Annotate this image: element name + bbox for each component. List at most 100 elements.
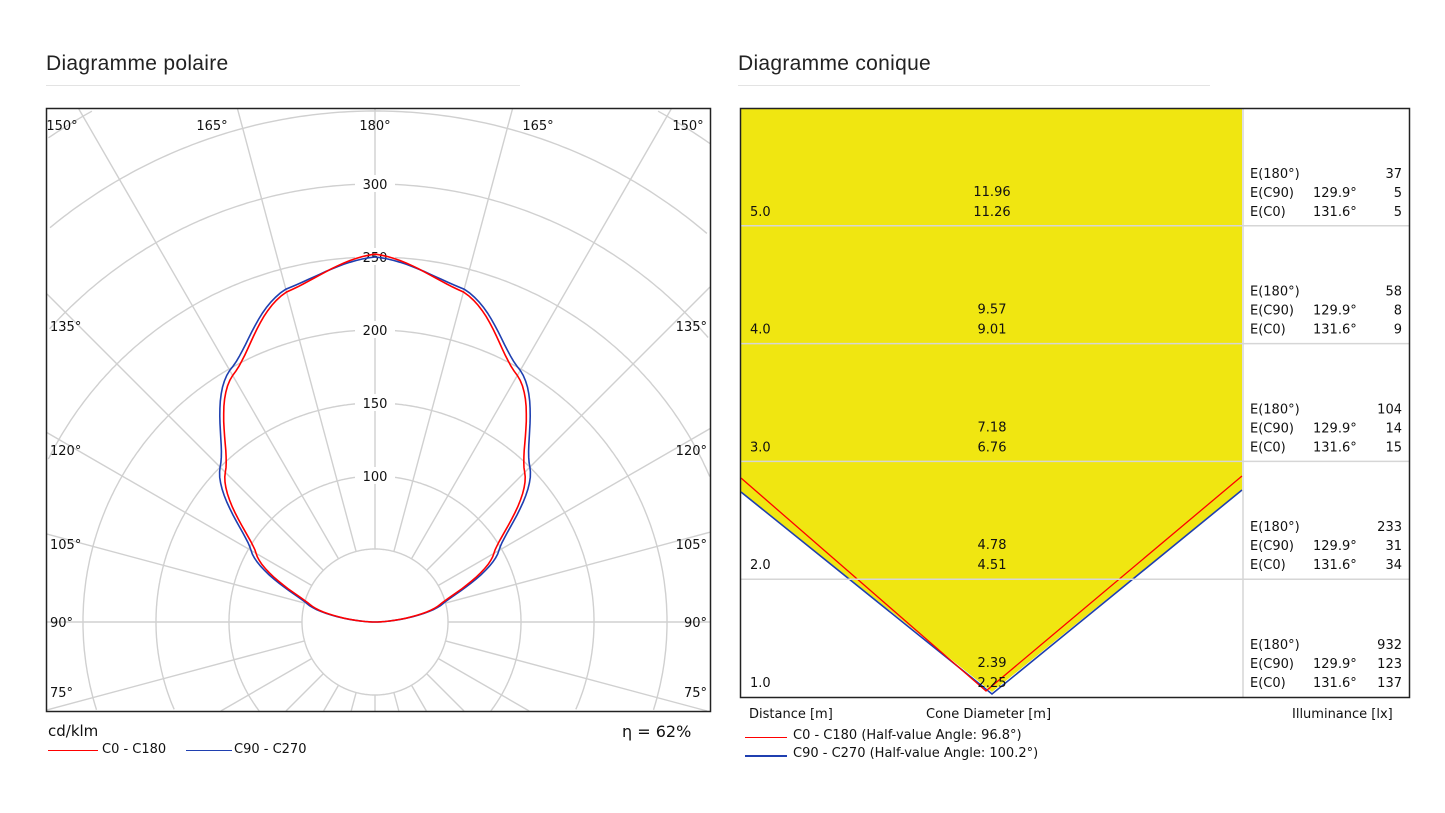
polar-grid-radial (46, 640, 305, 711)
polar-grid-radial (437, 427, 711, 587)
polar-grid-circle (375, 475, 522, 712)
illuminance-label: E(C90) (1250, 186, 1294, 201)
cone-xlabel-distance: Distance [m] (749, 707, 833, 722)
polar-radial-tick: 100 (363, 470, 388, 485)
tick-bg (355, 394, 395, 411)
illuminance-angle: 131.6° (1313, 676, 1357, 691)
illuminance-value: 233 (1377, 520, 1402, 535)
polar-grid-radial (445, 640, 708, 712)
polar-angle-label: 165° (196, 119, 227, 134)
cone-frame (739, 107, 1411, 699)
polar-frame (45, 107, 712, 713)
polar-angle-label: 165° (522, 119, 553, 134)
illuminance-label: E(180°) (1250, 167, 1300, 182)
polar-grid-radial (350, 692, 357, 712)
legend-label: C0 - C180 (102, 742, 167, 757)
polar-grid-circle (228, 475, 375, 712)
cone-diameter-c90: 7.18 (978, 420, 1007, 435)
cone-xlabel-diameter: Cone Diameter [m] (926, 707, 1052, 722)
tick-bg (355, 467, 395, 484)
polar-grid-radial (445, 531, 711, 604)
tick-bg (355, 321, 395, 338)
polar-angle-label: 120° (50, 444, 81, 459)
polar-title: Diagramme polaire (46, 52, 229, 75)
illuminance-value: 31 (1385, 539, 1402, 554)
illuminance-label: E(C0) (1250, 440, 1286, 455)
polar-grid-circle (375, 402, 595, 710)
illuminance-label: E(C0) (1250, 676, 1286, 691)
illuminance-angle: 129.9° (1313, 304, 1357, 319)
illuminance-value: 137 (1377, 676, 1402, 691)
legend-line-red (745, 737, 787, 738)
polar-grid-radial (410, 684, 427, 712)
cone-line-c90-c270 (740, 489, 1243, 696)
polar-grid-circle (49, 110, 375, 229)
polar-radial-tick: 300 (363, 178, 388, 193)
cone-diameter-c90: 11.96 (973, 185, 1010, 200)
polar-angle-label: 135° (50, 320, 81, 335)
legend-line-blue (186, 750, 232, 751)
cone-diameter-c90: 2.39 (978, 656, 1007, 671)
illuminance-value: 58 (1385, 285, 1402, 300)
cone-title: Diagramme conique (738, 52, 932, 75)
polar-angle-label: 90° (684, 616, 707, 631)
polar-angle-label: 180° (359, 119, 390, 134)
illuminance-label: E(C0) (1250, 205, 1286, 220)
illuminance-label: E(C90) (1250, 657, 1294, 672)
illuminance-angle: 131.6° (1313, 323, 1357, 338)
polar-grid-radial (393, 108, 514, 552)
polar-angle-label: 135° (676, 320, 707, 335)
cone-xlabel-illuminance: Illuminance [lx] (1292, 707, 1393, 722)
cone-line-c0-c180 (740, 475, 1243, 692)
polar-grid-radial (410, 108, 672, 560)
cone-distance-label: 3.0 (750, 440, 771, 455)
illuminance-label: E(C90) (1250, 421, 1294, 436)
illuminance-value: 9 (1394, 323, 1402, 338)
polar-angle-label: 150° (672, 119, 703, 134)
polar-angle-label: 150° (46, 119, 77, 134)
cone-fill (741, 108, 1242, 692)
illuminance-value: 8 (1394, 304, 1402, 319)
polar-grid-radial (393, 692, 400, 712)
illuminance-angle: 131.6° (1313, 440, 1357, 455)
polar-curve-c0-c180 (222, 253, 528, 623)
illuminance-value: 37 (1385, 167, 1402, 182)
illuminance-label: E(C90) (1250, 539, 1294, 554)
legend-label: C90 - C270 (Half-value Angle: 100.2°) (793, 746, 1039, 761)
illuminance-angle: 129.9° (1313, 657, 1357, 672)
illuminance-angle: 131.6° (1313, 205, 1357, 220)
cone-title-divider (738, 85, 1210, 86)
illuminance-value: 104 (1377, 402, 1402, 417)
illuminance-angle: 129.9° (1313, 539, 1357, 554)
legend-label: C90 - C270 (234, 742, 307, 757)
illuminance-angle: 129.9° (1313, 421, 1357, 436)
polar-radial-tick: 150 (363, 397, 388, 412)
illuminance-value: 15 (1385, 440, 1402, 455)
polar-grid-radial (285, 673, 324, 712)
illuminance-value: 932 (1377, 638, 1402, 653)
illuminance-label: E(C0) (1250, 558, 1286, 573)
polar-grid-circle (48, 183, 375, 330)
illuminance-value: 5 (1394, 205, 1402, 220)
polar-grid-radial (78, 108, 340, 560)
cone-diameter-c0: 9.01 (978, 323, 1007, 338)
polar-grid-radial (236, 108, 357, 552)
cone-diameter-c0: 4.51 (978, 558, 1007, 573)
cone-distance-label: 1.0 (750, 676, 771, 691)
illuminance-label: E(180°) (1250, 285, 1300, 300)
polar-angle-label: 105° (676, 538, 707, 553)
illuminance-value: 14 (1385, 421, 1402, 436)
polar-grid-radial (46, 293, 324, 571)
polar-grid-radial (323, 684, 340, 712)
illuminance-value: 123 (1377, 657, 1402, 672)
legend-line-red (48, 750, 98, 751)
cone-diameter-c90: 9.57 (978, 303, 1007, 318)
polar-grid-circle (155, 402, 375, 710)
polar-grid-circle (375, 329, 668, 710)
illuminance-label: E(180°) (1250, 638, 1300, 653)
polar-unit: cd/klm (48, 722, 99, 740)
tick-bg (355, 175, 395, 192)
polar-angle-label: 75° (684, 686, 707, 701)
